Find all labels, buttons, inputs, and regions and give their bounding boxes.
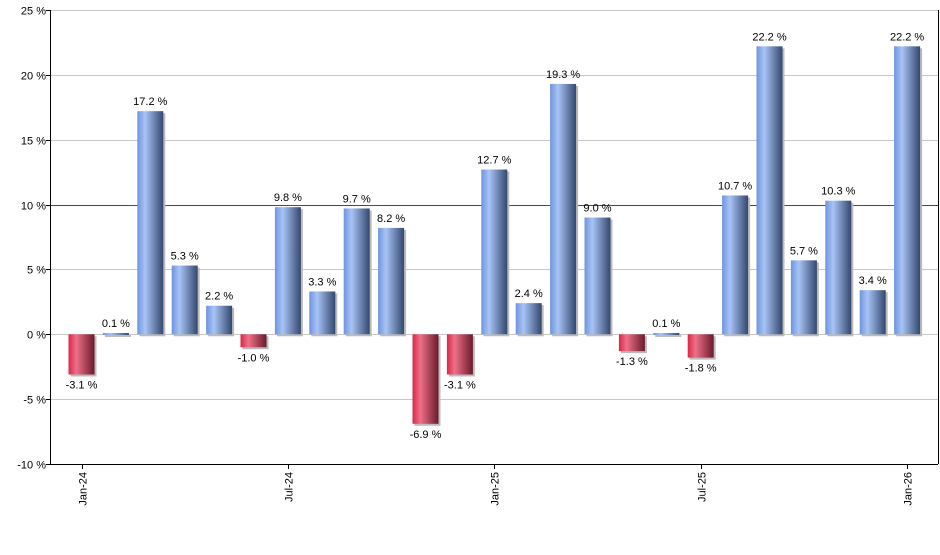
bar-shadow [655, 334, 682, 337]
bar [825, 200, 852, 335]
axes: 25 % 20 % 15 % 10 % 5 % 0 % -5 % -10 % Jan-24 Jul… [17, 6, 939, 506]
data-label: 0.1 % [102, 318, 130, 330]
data-label: 10.7 % [718, 180, 752, 192]
bar [343, 208, 370, 335]
y-tick-label: -5 % [23, 395, 46, 407]
data-label: 2.4 % [515, 288, 543, 300]
x-tick-label: Jul-24 [284, 472, 296, 502]
bar [240, 334, 267, 348]
bar [137, 111, 164, 335]
bar [515, 303, 542, 335]
data-label: 9.8 % [274, 192, 302, 204]
bar [894, 46, 921, 335]
bar [171, 265, 198, 335]
x-tick-label: Jan-24 [78, 472, 90, 506]
data-label: -6.9 % [410, 429, 442, 441]
bar [618, 334, 645, 352]
x-tick-label: Jan-26 [903, 472, 915, 506]
data-label: 12.7 % [477, 155, 511, 167]
bar [790, 260, 817, 335]
bar [481, 169, 508, 335]
y-tick-label: 15 % [21, 136, 46, 148]
bar [102, 332, 129, 335]
y-tick-label: 0 % [27, 330, 46, 342]
data-label: 0.1 % [652, 318, 680, 330]
y-tick-label: 25 % [21, 6, 46, 18]
bar [550, 83, 577, 335]
data-label: 19.3 % [546, 69, 580, 81]
bar-shadow [104, 334, 131, 337]
data-label: 22.2 % [890, 31, 924, 43]
bar [446, 334, 473, 375]
bar [206, 305, 233, 335]
data-label: 5.3 % [171, 251, 199, 263]
y-tick-label: 20 % [21, 71, 46, 83]
bars: -3.1 % 0.1 % 17.2 % 5.3 % 2.2 % -1.0 % 9.8 % 3.… [66, 31, 925, 440]
data-label: -1.3 % [616, 356, 648, 368]
data-label: 22.2 % [752, 31, 786, 43]
bar [412, 334, 439, 424]
data-label: 3.3 % [308, 276, 336, 288]
data-label: 5.7 % [790, 245, 818, 257]
bar [378, 227, 405, 335]
bar [584, 217, 611, 335]
y-tick-label: -10 % [17, 460, 46, 472]
data-label: 9.0 % [583, 203, 611, 215]
data-label: 3.4 % [859, 275, 887, 287]
bar [309, 291, 336, 335]
bar [859, 290, 886, 335]
y-tick-label: 5 % [27, 265, 46, 277]
data-label: 17.2 % [133, 96, 167, 108]
bar [653, 332, 680, 335]
data-label: -3.1 % [444, 379, 476, 391]
bar [687, 334, 714, 358]
bar [722, 195, 749, 335]
data-label: -3.1 % [66, 379, 98, 391]
x-tick-label: Jan-25 [490, 472, 502, 506]
data-label: 8.2 % [377, 213, 405, 225]
data-label: -1.8 % [685, 363, 717, 375]
data-label: 10.3 % [821, 186, 855, 198]
bar [274, 207, 301, 335]
bar [756, 46, 783, 335]
bar [68, 334, 95, 375]
data-label: 9.7 % [343, 193, 371, 205]
data-label: 2.2 % [205, 291, 233, 303]
data-label: -1.0 % [238, 352, 270, 364]
x-tick-label: Jul-25 [697, 472, 709, 502]
y-tick-label: 10 % [21, 201, 46, 213]
